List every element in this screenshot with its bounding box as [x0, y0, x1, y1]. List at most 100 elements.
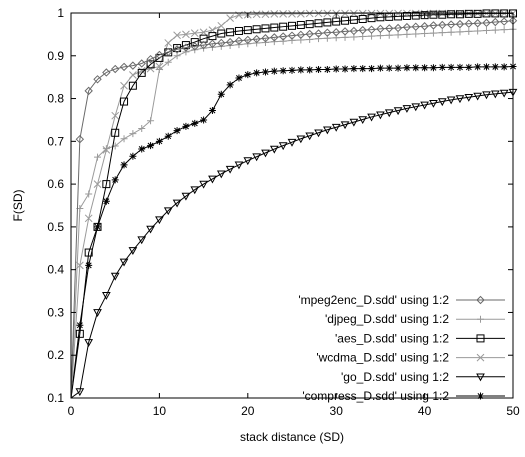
- data-point-square: [402, 11, 411, 20]
- data-point-square: [464, 9, 473, 18]
- data-point-square: [217, 29, 226, 38]
- data-point-plus: [261, 39, 269, 47]
- data-point-diamond: [155, 50, 164, 60]
- data-point-plus: [491, 26, 499, 34]
- data-point-cross: [111, 111, 120, 120]
- data-point-cross: [252, 10, 261, 19]
- data-point-plus: [164, 58, 172, 66]
- y-tick-label: 0.8: [47, 92, 64, 106]
- data-point-plus: [120, 135, 128, 143]
- data-point-star: [368, 65, 376, 73]
- data-point-triangle: [261, 149, 270, 158]
- legend-label: 'mpeg2enc_D.sdd' using 1:2: [298, 293, 449, 307]
- data-point-plus: [182, 48, 190, 56]
- data-point-triangle: [216, 170, 226, 179]
- legend-item: 'aes_D.sdd' using 1:2: [335, 331, 505, 345]
- data-point-cross: [226, 14, 234, 22]
- data-point-triangle: [75, 388, 85, 397]
- data-point-square: [252, 25, 261, 34]
- data-point-star: [217, 90, 225, 98]
- data-point-diamond: [331, 28, 341, 37]
- data-point-diamond: [84, 86, 93, 96]
- data-point-square: [411, 11, 420, 20]
- data-point-triangle: [376, 111, 385, 120]
- data-point-cross: [296, 10, 305, 18]
- data-point-star: [76, 321, 84, 329]
- data-point-cross: [270, 10, 279, 18]
- data-point-star: [297, 66, 305, 74]
- data-point-diamond: [261, 34, 270, 43]
- data-point-diamond: [287, 31, 297, 40]
- data-point-cross: [93, 180, 102, 188]
- data-point-plus: [376, 32, 384, 40]
- x-tick-label: 30: [330, 404, 344, 418]
- data-point-triangle: [155, 216, 164, 225]
- data-point-star: [261, 68, 269, 76]
- data-point-diamond: [438, 20, 447, 30]
- data-point-diamond: [164, 47, 173, 57]
- data-point-diamond: [296, 30, 306, 40]
- data-point-star: [208, 107, 216, 115]
- data-point-star: [164, 132, 172, 140]
- data-point-star: [482, 63, 490, 71]
- data-point-triangle: [278, 142, 288, 151]
- data-point-plus: [270, 38, 278, 46]
- y-tick-label: 0.9: [47, 49, 64, 63]
- data-point-square: [332, 17, 341, 26]
- data-point-triangle: [137, 236, 147, 245]
- data-point-diamond: [455, 19, 465, 29]
- data-point-star: [500, 63, 508, 71]
- data-point-triangle: [269, 145, 279, 154]
- data-point-plus: [315, 35, 323, 43]
- data-point-diamond: [181, 43, 191, 52]
- data-point-triangle: [437, 98, 447, 107]
- data-point-star: [147, 142, 155, 150]
- data-point-diamond: [270, 33, 279, 42]
- data-point-triangle: [190, 186, 200, 195]
- x-tick-label: 40: [418, 404, 432, 418]
- x-tick-label: 20: [241, 404, 255, 418]
- data-point-diamond: [482, 18, 491, 28]
- data-point-star: [279, 67, 287, 75]
- legend-item: 'mpeg2enc_D.sdd' using 1:2: [298, 293, 505, 307]
- data-point-diamond: [234, 36, 244, 46]
- data-point-cross: [279, 10, 288, 18]
- data-point-diamond: [446, 20, 456, 29]
- data-point-square: [305, 20, 314, 29]
- data-point-triangle: [429, 99, 438, 108]
- x-axis-label: stack distance (SD): [240, 430, 344, 444]
- data-point-plus: [85, 190, 93, 198]
- data-point-triangle: [128, 247, 138, 255]
- data-point-square: [128, 81, 137, 90]
- data-point-cross: [129, 71, 137, 79]
- data-point-diamond: [476, 295, 485, 305]
- data-point-star: [138, 145, 146, 153]
- data-point-star: [341, 65, 349, 73]
- series-3: [70, 9, 517, 399]
- data-point-diamond: [358, 25, 367, 35]
- data-point-star: [235, 74, 243, 82]
- legend-item: 'wcdma_D.sdd' using 1:2: [316, 351, 505, 365]
- data-point-diamond: [499, 17, 509, 26]
- data-point-star: [253, 69, 261, 77]
- data-point-star: [226, 81, 234, 89]
- series-line: [70, 12, 513, 399]
- data-point-star: [182, 122, 190, 130]
- data-point-star: [456, 63, 464, 71]
- data-point-triangle: [314, 129, 323, 138]
- data-point-star: [120, 161, 128, 169]
- data-point-diamond: [172, 45, 182, 54]
- data-point-triangle: [420, 101, 429, 110]
- data-point-cross: [476, 353, 485, 362]
- data-point-diamond: [402, 22, 412, 32]
- data-point-plus: [129, 130, 137, 138]
- data-point-triangle: [252, 153, 261, 162]
- data-point-plus: [438, 29, 446, 37]
- data-point-cross: [164, 39, 173, 47]
- data-point-cross: [199, 28, 208, 37]
- data-point-star: [270, 67, 278, 75]
- data-point-triangle: [119, 258, 129, 267]
- series-1: [70, 16, 518, 399]
- data-point-triangle: [490, 90, 500, 99]
- legend-label: 'djpeg_D.sdd' using 1:2: [325, 312, 449, 326]
